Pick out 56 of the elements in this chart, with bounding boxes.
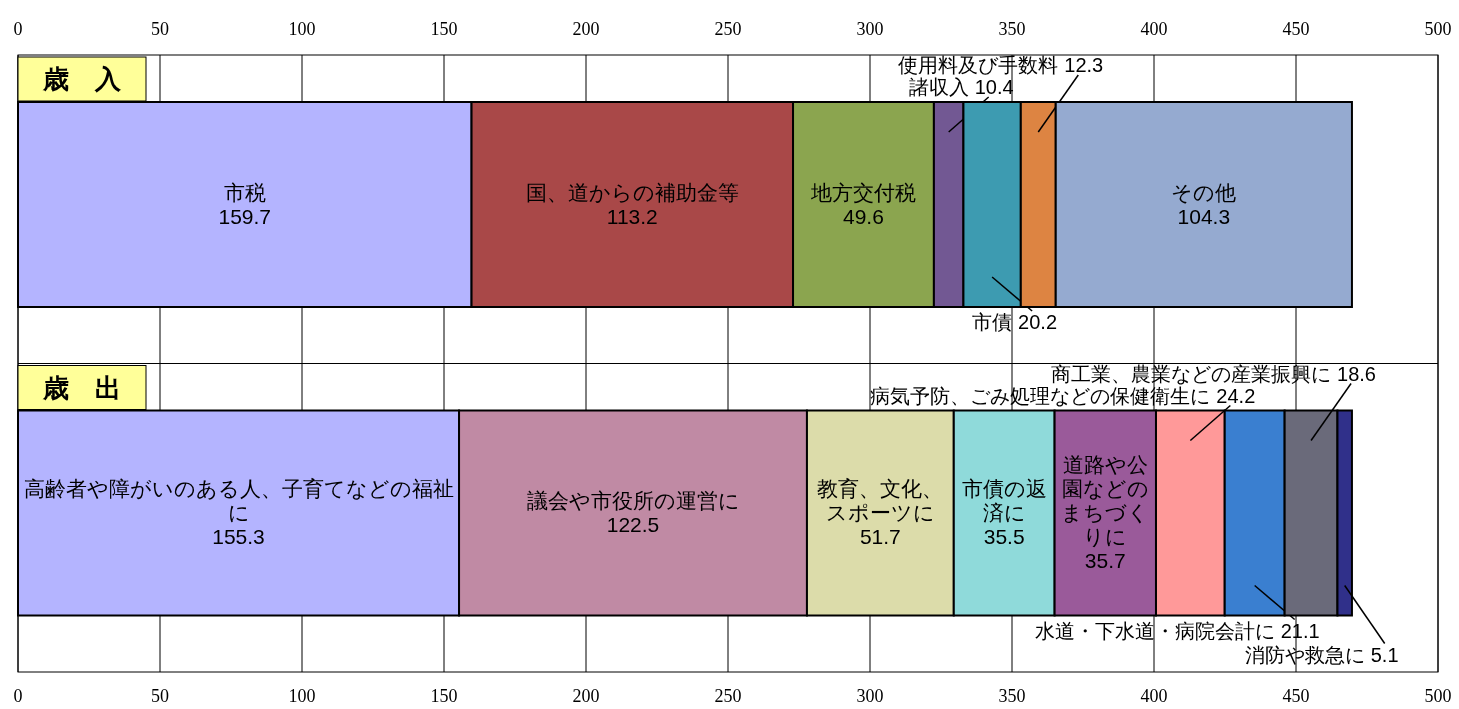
data-label: 20.2 xyxy=(1018,311,1058,333)
y-tick-label: 歳 出 xyxy=(42,372,121,403)
data-label: 21.1 xyxy=(1280,619,1320,642)
x2-tick-label: 450 xyxy=(1282,19,1310,39)
x-tick-label: 200 xyxy=(572,686,600,706)
series-label: その他 xyxy=(1171,180,1237,204)
series-label: 水道・下水道・病院会計に xyxy=(1034,619,1275,642)
x2-tick-label: 0 xyxy=(13,19,23,39)
series-label: 市税 xyxy=(223,180,266,204)
x2-tick-label: 350 xyxy=(998,19,1026,39)
data-label: 35.5 xyxy=(983,525,1025,548)
data-label: 159.7 xyxy=(218,204,272,228)
x-tick-label: 0 xyxy=(13,686,23,706)
x-tick-label: 400 xyxy=(1140,686,1168,706)
x-tick-label: 450 xyxy=(1282,686,1310,706)
series-label: 商工業、農業などの産業振興に xyxy=(1051,362,1332,385)
data-label: 155.3 xyxy=(212,525,265,548)
data-label: 35.7 xyxy=(1084,549,1126,572)
series-label: 消防や救急に xyxy=(1244,643,1365,666)
series-label: 高齢者や障がいのある人、子育てなどの福祉に xyxy=(23,477,454,524)
series-label: 議会や市役所の運営に xyxy=(526,489,740,512)
x2-tick-label: 50 xyxy=(151,19,169,39)
data-label: 122.5 xyxy=(606,513,660,536)
data-label: 12.3 xyxy=(1064,54,1104,76)
x2-tick-label: 200 xyxy=(572,19,600,39)
x2-tick-label: 400 xyxy=(1140,19,1168,39)
data-label: 5.1 xyxy=(1370,643,1399,666)
x2-tick-label: 150 xyxy=(430,19,458,39)
x2-tick-label: 250 xyxy=(714,19,742,39)
series-label: 市債 xyxy=(972,311,1013,333)
y-tick-label: 歳 入 xyxy=(42,64,122,94)
x-tick-label: 100 xyxy=(288,686,316,706)
series-label: 諸収入 xyxy=(908,76,969,98)
data-label: 24.2 xyxy=(1216,384,1256,407)
series-label: 病気予防、ごみ処理などの保健衛生に xyxy=(870,384,1211,407)
x-tick-label: 350 xyxy=(998,686,1026,706)
x2-tick-label: 300 xyxy=(856,19,884,39)
data-label: 51.7 xyxy=(859,525,901,548)
series-label: 道路や公園などのまちづくりに xyxy=(1061,453,1150,548)
x2-tick-label: 100 xyxy=(288,19,316,39)
data-label: 10.4 xyxy=(974,76,1014,98)
series-label: 使用料及び手数料 xyxy=(898,54,1059,76)
series-label: 教育、文化、スポーツに xyxy=(817,477,944,524)
x2-tick-label: 500 xyxy=(1424,19,1452,39)
series-label: 国、道からの補助金等 xyxy=(525,180,739,204)
x-tick-label: 500 xyxy=(1424,686,1452,706)
data-label: 113.2 xyxy=(606,204,658,228)
x-tick-label: 150 xyxy=(430,686,458,706)
series-label: 地方交付税 xyxy=(809,180,916,204)
series-label: 市債の返済に xyxy=(961,477,1047,524)
x-tick-label: 300 xyxy=(856,686,884,706)
x-tick-label: 250 xyxy=(714,686,742,706)
x-tick-label: 50 xyxy=(151,686,169,706)
data-label: 49.6 xyxy=(843,204,884,228)
data-label: 18.6 xyxy=(1337,362,1376,385)
data-label: 104.3 xyxy=(1177,204,1231,228)
